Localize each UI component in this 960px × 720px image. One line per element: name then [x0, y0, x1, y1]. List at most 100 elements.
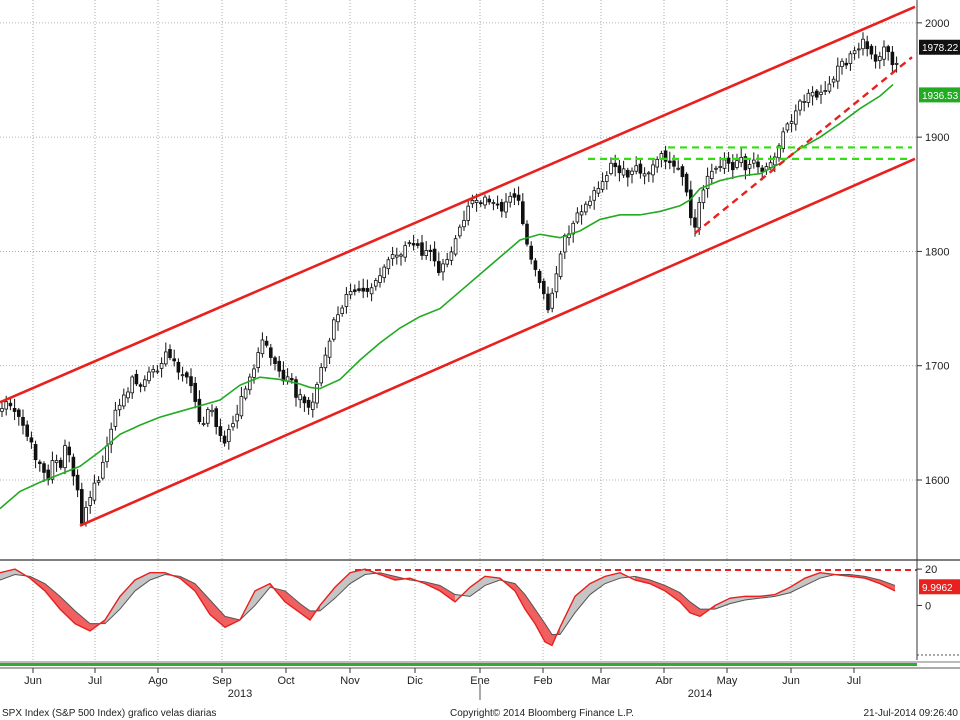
oscillator-fill — [300, 603, 310, 620]
candle-body — [365, 288, 370, 292]
candle-body — [554, 273, 559, 293]
candle-body — [8, 402, 13, 407]
candle-body — [605, 175, 609, 182]
candle-body — [596, 188, 601, 194]
candle-body — [0, 408, 4, 412]
osc-last-label-box — [919, 579, 960, 595]
oscillator-fill — [470, 576, 485, 597]
candle-body — [197, 398, 202, 423]
oscillator-fill — [515, 583, 525, 610]
year-label: 2013 — [228, 688, 252, 700]
oscillator-fill — [880, 580, 895, 591]
candle-body — [819, 91, 823, 95]
candle-body — [42, 463, 46, 473]
x-tick-label: Feb — [534, 675, 553, 687]
candle-body — [394, 254, 399, 258]
oscillator-fill — [310, 605, 320, 620]
candle-body — [693, 217, 697, 228]
candle-body — [12, 408, 17, 412]
candle-body — [882, 46, 886, 60]
oscillator-fill — [255, 583, 270, 606]
candle-body — [420, 242, 424, 256]
candle-body — [226, 429, 231, 442]
candle-body — [214, 408, 219, 427]
x-tick-label: Abr — [655, 675, 672, 687]
candle-body — [789, 121, 794, 124]
x-tick-label: Ago — [148, 675, 168, 687]
x-tick-label: Jul — [88, 675, 102, 687]
oscillator-fill — [195, 583, 210, 615]
candle-body — [340, 307, 344, 314]
candle-body — [676, 167, 680, 170]
oscillator-fill — [45, 583, 60, 610]
candle-body — [273, 357, 277, 365]
candle-body — [504, 201, 508, 213]
candle-body — [235, 413, 240, 422]
candle-body — [373, 280, 378, 287]
x-tick-label: May — [717, 675, 738, 687]
candle-body — [705, 175, 710, 190]
oscillator-fill — [210, 600, 225, 628]
candle-body — [138, 384, 143, 387]
candle-body — [310, 401, 315, 410]
x-tick-label: Nov — [340, 675, 360, 687]
candle-body — [478, 202, 483, 204]
candle-body — [231, 423, 235, 428]
last-price-label-box — [919, 39, 960, 55]
oscillator-fill — [75, 610, 90, 631]
candle-body — [865, 41, 869, 50]
oscillator-fill — [485, 576, 500, 586]
candle-body — [109, 428, 114, 445]
candle-body — [600, 181, 605, 190]
candle-body — [718, 166, 722, 168]
candle-body — [689, 189, 693, 219]
y-tick-label: 1600 — [925, 475, 949, 487]
oscillator-fill — [285, 590, 300, 613]
candle-body — [428, 249, 433, 252]
oscillator-fill — [525, 594, 535, 624]
osc-tick-label: 20 — [925, 564, 937, 576]
candle-body — [491, 202, 496, 204]
candle-body — [777, 145, 781, 159]
oscillator-fill — [650, 580, 665, 591]
candle-body — [630, 170, 634, 175]
year-label: 2014 — [688, 688, 712, 700]
candle-body — [260, 339, 265, 355]
candle-body — [747, 164, 752, 169]
candle-body — [348, 291, 353, 296]
candle-body — [134, 373, 139, 385]
candle-body — [184, 372, 189, 378]
candle-body — [16, 409, 21, 417]
candle-body — [575, 212, 580, 223]
candle-body — [163, 351, 168, 365]
candle-body — [424, 250, 428, 256]
candle-body — [29, 437, 34, 443]
x-tick-label: Jun — [24, 675, 42, 687]
candle-body — [714, 167, 718, 170]
candle-body — [92, 482, 97, 501]
candle-body — [268, 347, 273, 358]
candle-body — [726, 157, 731, 164]
candle-body — [38, 461, 42, 464]
candle-body — [634, 165, 638, 172]
candle-body — [483, 196, 487, 206]
candle-body — [142, 379, 147, 387]
candle-body — [403, 245, 407, 258]
oscillator-fill — [60, 596, 75, 624]
osc-last-label: 9.9962 — [922, 583, 953, 594]
y-tick-label: 1700 — [925, 361, 949, 373]
candle-body — [113, 409, 118, 427]
candle-body — [453, 238, 458, 255]
candle-body — [537, 270, 542, 283]
x-tick-label: Jun — [782, 675, 800, 687]
oscillator-fill — [535, 609, 545, 642]
candle-body — [331, 319, 336, 340]
candle-body — [668, 160, 672, 164]
x-tick-label: Dic — [407, 675, 423, 687]
candle-body — [50, 460, 55, 480]
candle-body — [210, 409, 214, 413]
upper-channel-line — [0, 5, 916, 404]
candle-body — [168, 349, 172, 358]
candle-body — [205, 409, 210, 424]
candle-body — [25, 424, 29, 437]
